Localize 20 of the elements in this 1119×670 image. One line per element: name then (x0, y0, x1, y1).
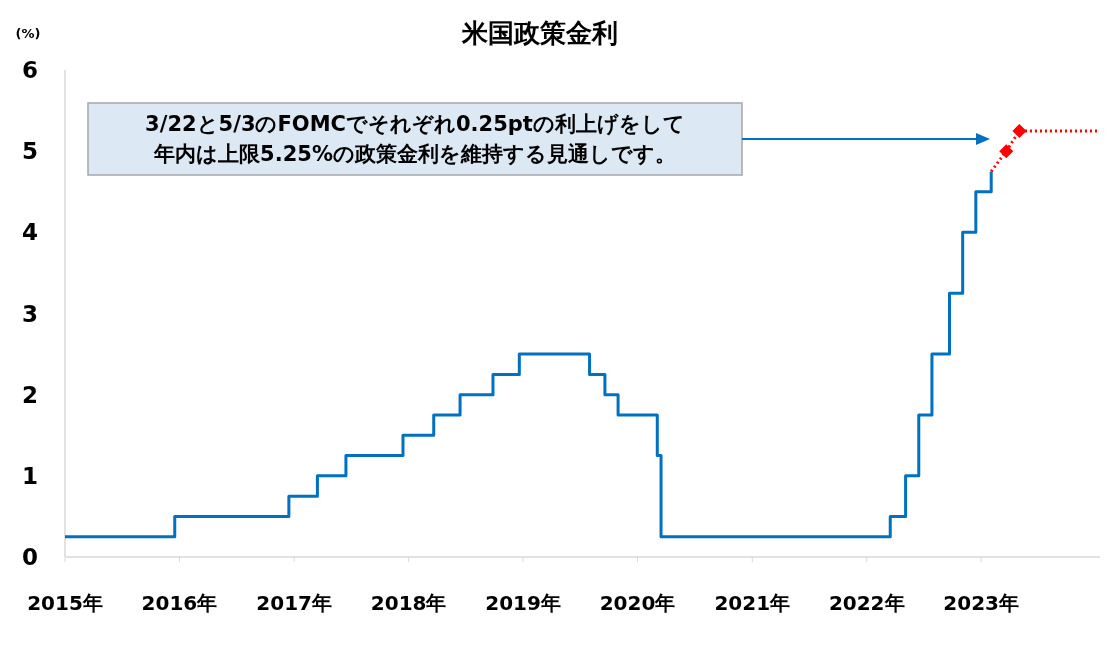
y-tick-label: 1 (21, 462, 39, 489)
x-tick-label: 2017年 (256, 591, 333, 615)
x-tick-label: 2019年 (485, 591, 561, 615)
x-tick-label: 2018年 (370, 591, 447, 615)
x-tick-label: 2020年 (599, 591, 676, 615)
x-tick-label: 2022年 (828, 591, 905, 615)
x-tick-label: 2015年 (27, 591, 103, 615)
y-tick-label: 6 (21, 57, 39, 83)
y-tick-label: 2 (21, 381, 39, 408)
y-axis-title: (%) (15, 26, 41, 41)
x-tick-label: 2023年 (943, 591, 1019, 615)
y-tick-label: 5 (21, 138, 39, 165)
y-tick-label: 3 (21, 300, 39, 327)
y-tick-label: 4 (21, 219, 39, 246)
annotation: 3/22と5/3のFOMCでそれぞれ0.25ptの利上げをして (145, 112, 685, 136)
y-tick-label: 0 (21, 544, 39, 570)
x-tick-label: 2016年 (141, 591, 218, 615)
chart-title: 米国政策金利 (461, 18, 618, 48)
annotation: 年内は上限5.25%の政策金利を維持する見通しです。 (153, 142, 676, 166)
x-tick-label: 2021年 (714, 591, 791, 615)
